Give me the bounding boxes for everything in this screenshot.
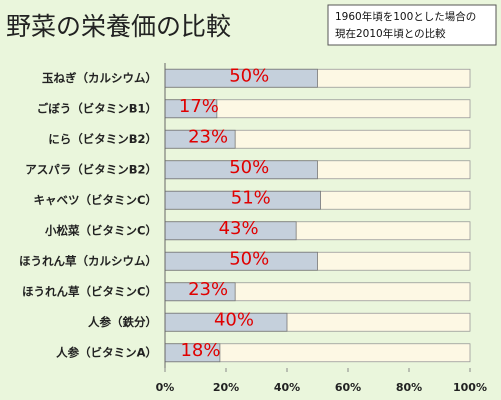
x-tick-label: 80% xyxy=(396,381,422,394)
y-tick-label: ほうれん草（ビタミンC） xyxy=(22,284,157,298)
value-label: 50% xyxy=(229,157,269,178)
y-tick-label: 小松菜（ビタミンC） xyxy=(44,223,157,237)
value-label: 43% xyxy=(219,218,259,239)
y-tick-label: 玉ねぎ（カルシウム） xyxy=(42,71,157,85)
y-tick-label: ほうれん草（カルシウム） xyxy=(19,254,157,268)
value-label: 40% xyxy=(214,309,254,330)
x-tick-label: 20% xyxy=(213,381,239,394)
y-tick-label: ごぼう（ビタミンB1） xyxy=(37,101,157,115)
value-label: 50% xyxy=(229,65,269,86)
annotation-box xyxy=(327,4,497,46)
annotation: 1960年頃を100とした場合の xyxy=(335,10,476,23)
x-tick-label: 100% xyxy=(453,381,487,394)
chart-title: 野菜の栄養価の比較 xyxy=(6,12,231,41)
x-tick-label: 0% xyxy=(156,381,175,394)
value-label: 50% xyxy=(229,248,269,269)
x-tick-label: 60% xyxy=(335,381,361,394)
y-tick-label: 人参（鉄分） xyxy=(88,315,157,329)
y-tick-label: アスパラ（ビタミンB2） xyxy=(25,162,157,176)
x-tick-label: 40% xyxy=(274,381,300,394)
value-label: 23% xyxy=(188,126,228,147)
value-label: 23% xyxy=(188,279,228,300)
y-tick-label: キャベツ（ビタミンC） xyxy=(34,193,157,207)
y-tick-label: 人参（ビタミンA） xyxy=(56,345,157,359)
annotation: 現在2010年頃との比較 xyxy=(335,27,446,40)
y-tick-label: にら（ビタミンB2） xyxy=(48,132,157,146)
value-label: 18% xyxy=(180,340,220,361)
value-label: 51% xyxy=(231,187,271,208)
value-label: 17% xyxy=(179,96,219,117)
